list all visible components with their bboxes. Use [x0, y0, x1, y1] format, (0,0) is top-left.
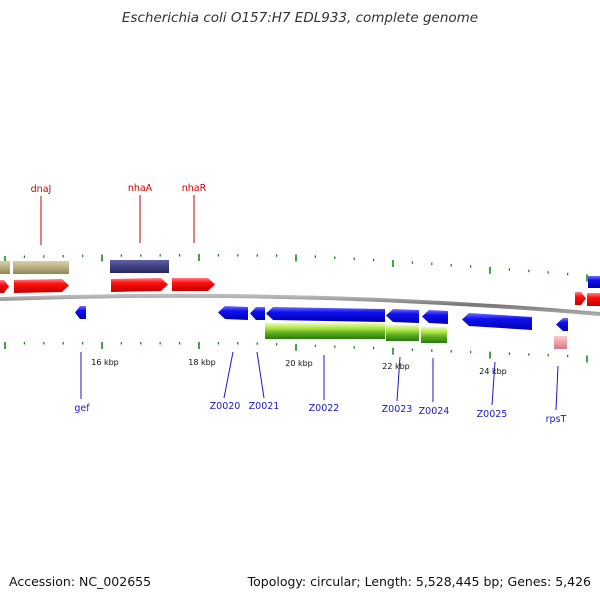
reverse-gene-labels: gef Z0020 Z0021 Z0022 Z0023 Z0024 Z0025 … — [74, 351, 567, 425]
accession-text: Accession: NC_002655 — [9, 574, 151, 589]
scale-label: 18 kbp — [188, 358, 216, 367]
gene-label-nhaa[interactable]: nhaA — [128, 183, 153, 194]
cog-block — [386, 325, 419, 341]
cog-track-outer — [0, 260, 169, 274]
forward-cds-arrow — [111, 278, 168, 292]
gene-leader-line — [396, 356, 401, 402]
forward-cds-arrow — [575, 292, 586, 305]
forward-cds-arrow — [0, 280, 9, 293]
forward-gene-labels: dnaJ nhaA nhaR — [31, 183, 207, 245]
reverse-cds-arrow — [422, 310, 448, 324]
gene-label-z0023[interactable]: Z0023 — [382, 404, 413, 415]
reverse-cds-track — [75, 306, 568, 331]
gene-leader-line — [256, 351, 265, 399]
gene-label-z0025[interactable]: Z0025 — [477, 409, 508, 420]
gene-leader-line — [491, 361, 496, 406]
scale-label: 16 kbp — [91, 358, 119, 367]
gene-leader-line — [555, 365, 559, 411]
reverse-cds-arrow — [556, 318, 568, 331]
gene-label-z0021[interactable]: Z0021 — [249, 401, 280, 412]
cog-block — [110, 260, 169, 273]
scale-label: 22 kbp — [382, 362, 410, 371]
gene-label-dnaj[interactable]: dnaJ — [31, 184, 52, 195]
forward-cds-arrow — [172, 278, 215, 291]
forward-cds-arrow — [14, 279, 69, 293]
gene-label-rpst[interactable]: rpsT — [546, 414, 567, 425]
genome-summary-text: Topology: circular; Length: 5,528,445 bp… — [247, 574, 591, 589]
forward-cds-arrow — [587, 293, 600, 306]
cog-block — [421, 327, 447, 343]
reverse-cds-arrow — [75, 306, 86, 319]
genome-backbone — [0, 293, 600, 316]
cog-block — [554, 336, 567, 349]
cog-track-inner — [265, 323, 567, 349]
reverse-cds-arrow — [386, 309, 419, 323]
outer-tick-marks — [4, 254, 588, 282]
reverse-cds-arrow — [266, 307, 385, 322]
gene-label-z0022[interactable]: Z0022 — [309, 403, 340, 414]
scale-label: 24 kbp — [479, 367, 507, 376]
map-title: Escherichia coli O157:H7 EDL933, complet… — [122, 10, 478, 26]
cog-block — [13, 261, 69, 274]
reverse-cds-arrow — [250, 307, 265, 320]
scale-label: 20 kbp — [285, 359, 313, 368]
gene-label-gef[interactable]: gef — [74, 403, 90, 414]
scale-labels: 16 kbp 18 kbp 20 kbp 22 kbp 24 kbp — [91, 358, 507, 376]
cog-block — [265, 323, 385, 339]
reverse-cds-arrow — [218, 306, 248, 320]
gene-label-z0024[interactable]: Z0024 — [419, 406, 450, 417]
gene-leader-line — [223, 351, 234, 399]
gene-label-z0020[interactable]: Z0020 — [210, 401, 241, 412]
gene-label-nhar[interactable]: nhaR — [182, 183, 207, 194]
reverse-cds-arrow — [462, 313, 532, 330]
inner-tick-marks — [4, 342, 588, 363]
forward-cds-track — [0, 276, 600, 306]
reverse-cds-arrow — [588, 276, 600, 288]
cog-block — [0, 261, 10, 274]
